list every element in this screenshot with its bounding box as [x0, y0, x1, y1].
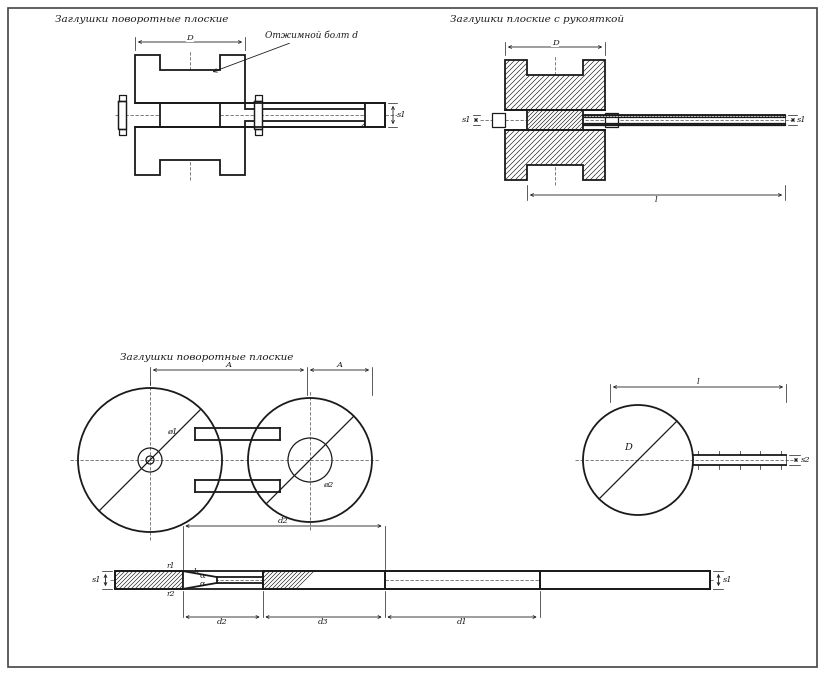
Polygon shape [527, 110, 583, 130]
Text: D: D [552, 39, 559, 47]
Text: Заглушки плоские с рукояткой: Заглушки плоские с рукояткой [450, 16, 624, 24]
Polygon shape [135, 127, 245, 175]
Polygon shape [605, 113, 618, 127]
Text: A: A [337, 361, 342, 369]
Text: A: A [225, 361, 232, 369]
Text: s1: s1 [92, 576, 101, 584]
Text: ø2: ø2 [323, 481, 333, 489]
Text: b: b [194, 568, 199, 576]
Text: l: l [696, 378, 700, 386]
Polygon shape [245, 121, 365, 127]
Polygon shape [583, 123, 785, 125]
Polygon shape [115, 571, 182, 589]
Text: d3: d3 [318, 618, 329, 626]
Text: D: D [624, 443, 632, 452]
Polygon shape [583, 115, 785, 117]
Polygon shape [118, 101, 126, 129]
Text: Заглушки поворотные плоские: Заглушки поворотные плоские [120, 352, 294, 362]
Text: d1: d1 [456, 618, 468, 626]
Polygon shape [365, 103, 385, 127]
Polygon shape [135, 55, 245, 103]
Text: r1: r1 [167, 562, 175, 570]
Polygon shape [245, 103, 365, 109]
Text: ø1: ø1 [167, 428, 177, 436]
Text: Заглушки поворотные плоские: Заглушки поворотные плоские [55, 16, 229, 24]
Polygon shape [492, 113, 505, 127]
Text: l: l [655, 196, 658, 204]
Text: s2: s2 [801, 456, 811, 464]
Polygon shape [505, 60, 605, 110]
Polygon shape [505, 130, 605, 180]
Text: s1: s1 [462, 116, 472, 124]
Text: s1: s1 [797, 116, 807, 124]
Polygon shape [540, 571, 710, 589]
Polygon shape [262, 571, 384, 589]
Polygon shape [160, 103, 220, 127]
Polygon shape [254, 101, 262, 129]
Text: r2: r2 [167, 590, 175, 598]
Text: α: α [200, 572, 205, 580]
Text: s1: s1 [723, 576, 733, 584]
Text: s1: s1 [397, 111, 407, 119]
Text: Отжимной болт d: Отжимной болт d [214, 30, 358, 72]
Polygon shape [182, 571, 216, 589]
Text: d2: d2 [278, 517, 289, 525]
Text: D: D [186, 34, 193, 42]
Text: α: α [200, 580, 205, 588]
Text: d2: d2 [217, 618, 228, 626]
